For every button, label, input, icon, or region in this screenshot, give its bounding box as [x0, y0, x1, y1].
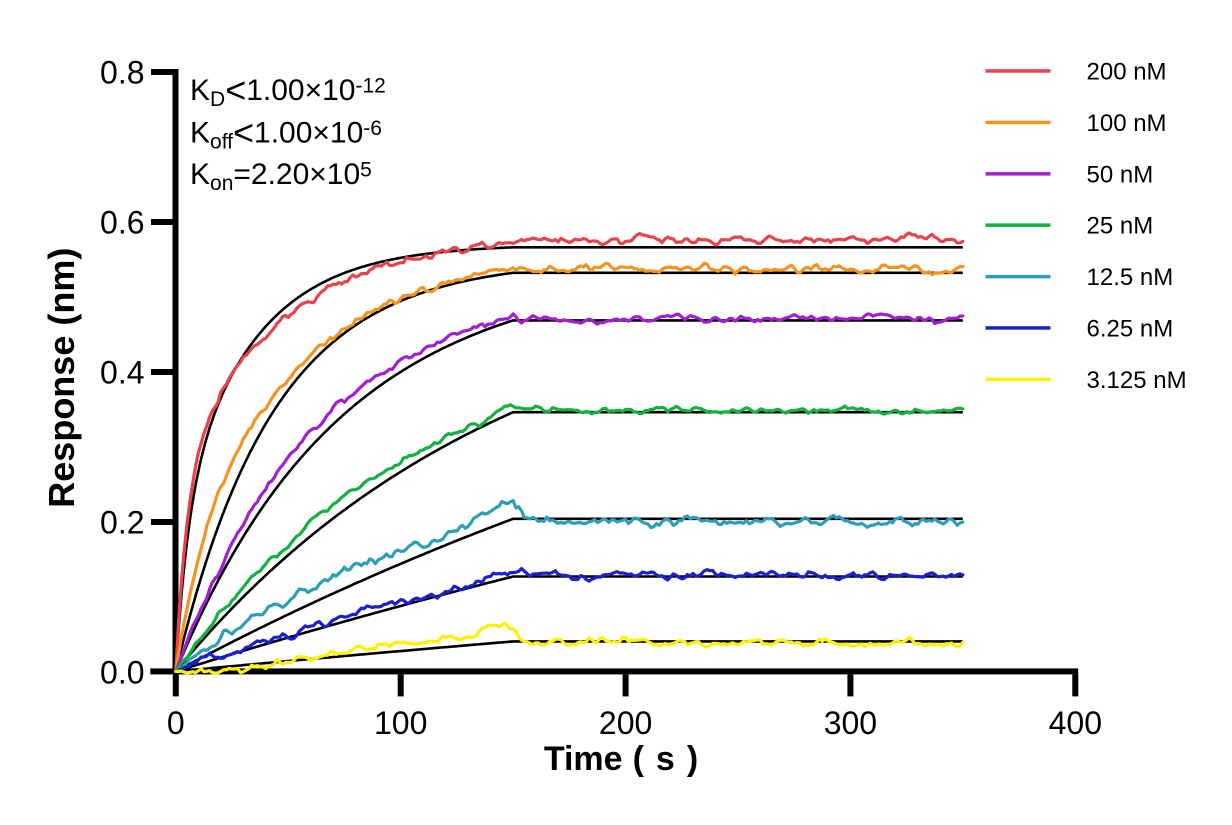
svg-text:0.8: 0.8	[100, 55, 144, 91]
svg-text:100: 100	[374, 705, 427, 741]
svg-text:400: 400	[1049, 705, 1102, 741]
svg-text:0.0: 0.0	[100, 655, 144, 691]
svg-text:Kon=2.20×105: Kon=2.20×105	[190, 158, 372, 195]
svg-text:Response (nm): Response (nm)	[41, 248, 82, 508]
svg-text:0.2: 0.2	[100, 505, 144, 541]
svg-text:100 nM: 100 nM	[1087, 110, 1167, 137]
svg-text:0: 0	[167, 705, 185, 741]
svg-text:0.6: 0.6	[100, 205, 144, 241]
svg-text:3.125 nM: 3.125 nM	[1087, 367, 1187, 394]
svg-text:50 nM: 50 nM	[1087, 161, 1154, 188]
svg-text:200: 200	[599, 705, 652, 741]
svg-text:25 nM: 25 nM	[1087, 213, 1154, 240]
svg-text:6.25 nM: 6.25 nM	[1087, 316, 1174, 343]
svg-text:Time(s): Time(s)	[544, 740, 698, 778]
svg-text:200 nM: 200 nM	[1087, 59, 1167, 86]
svg-text:12.5 nM: 12.5 nM	[1087, 264, 1174, 291]
svg-text:300: 300	[824, 705, 877, 741]
svg-text:0.4: 0.4	[100, 355, 144, 391]
svg-text:Koff<1.00×10-6: Koff<1.00×10-6	[190, 112, 382, 154]
